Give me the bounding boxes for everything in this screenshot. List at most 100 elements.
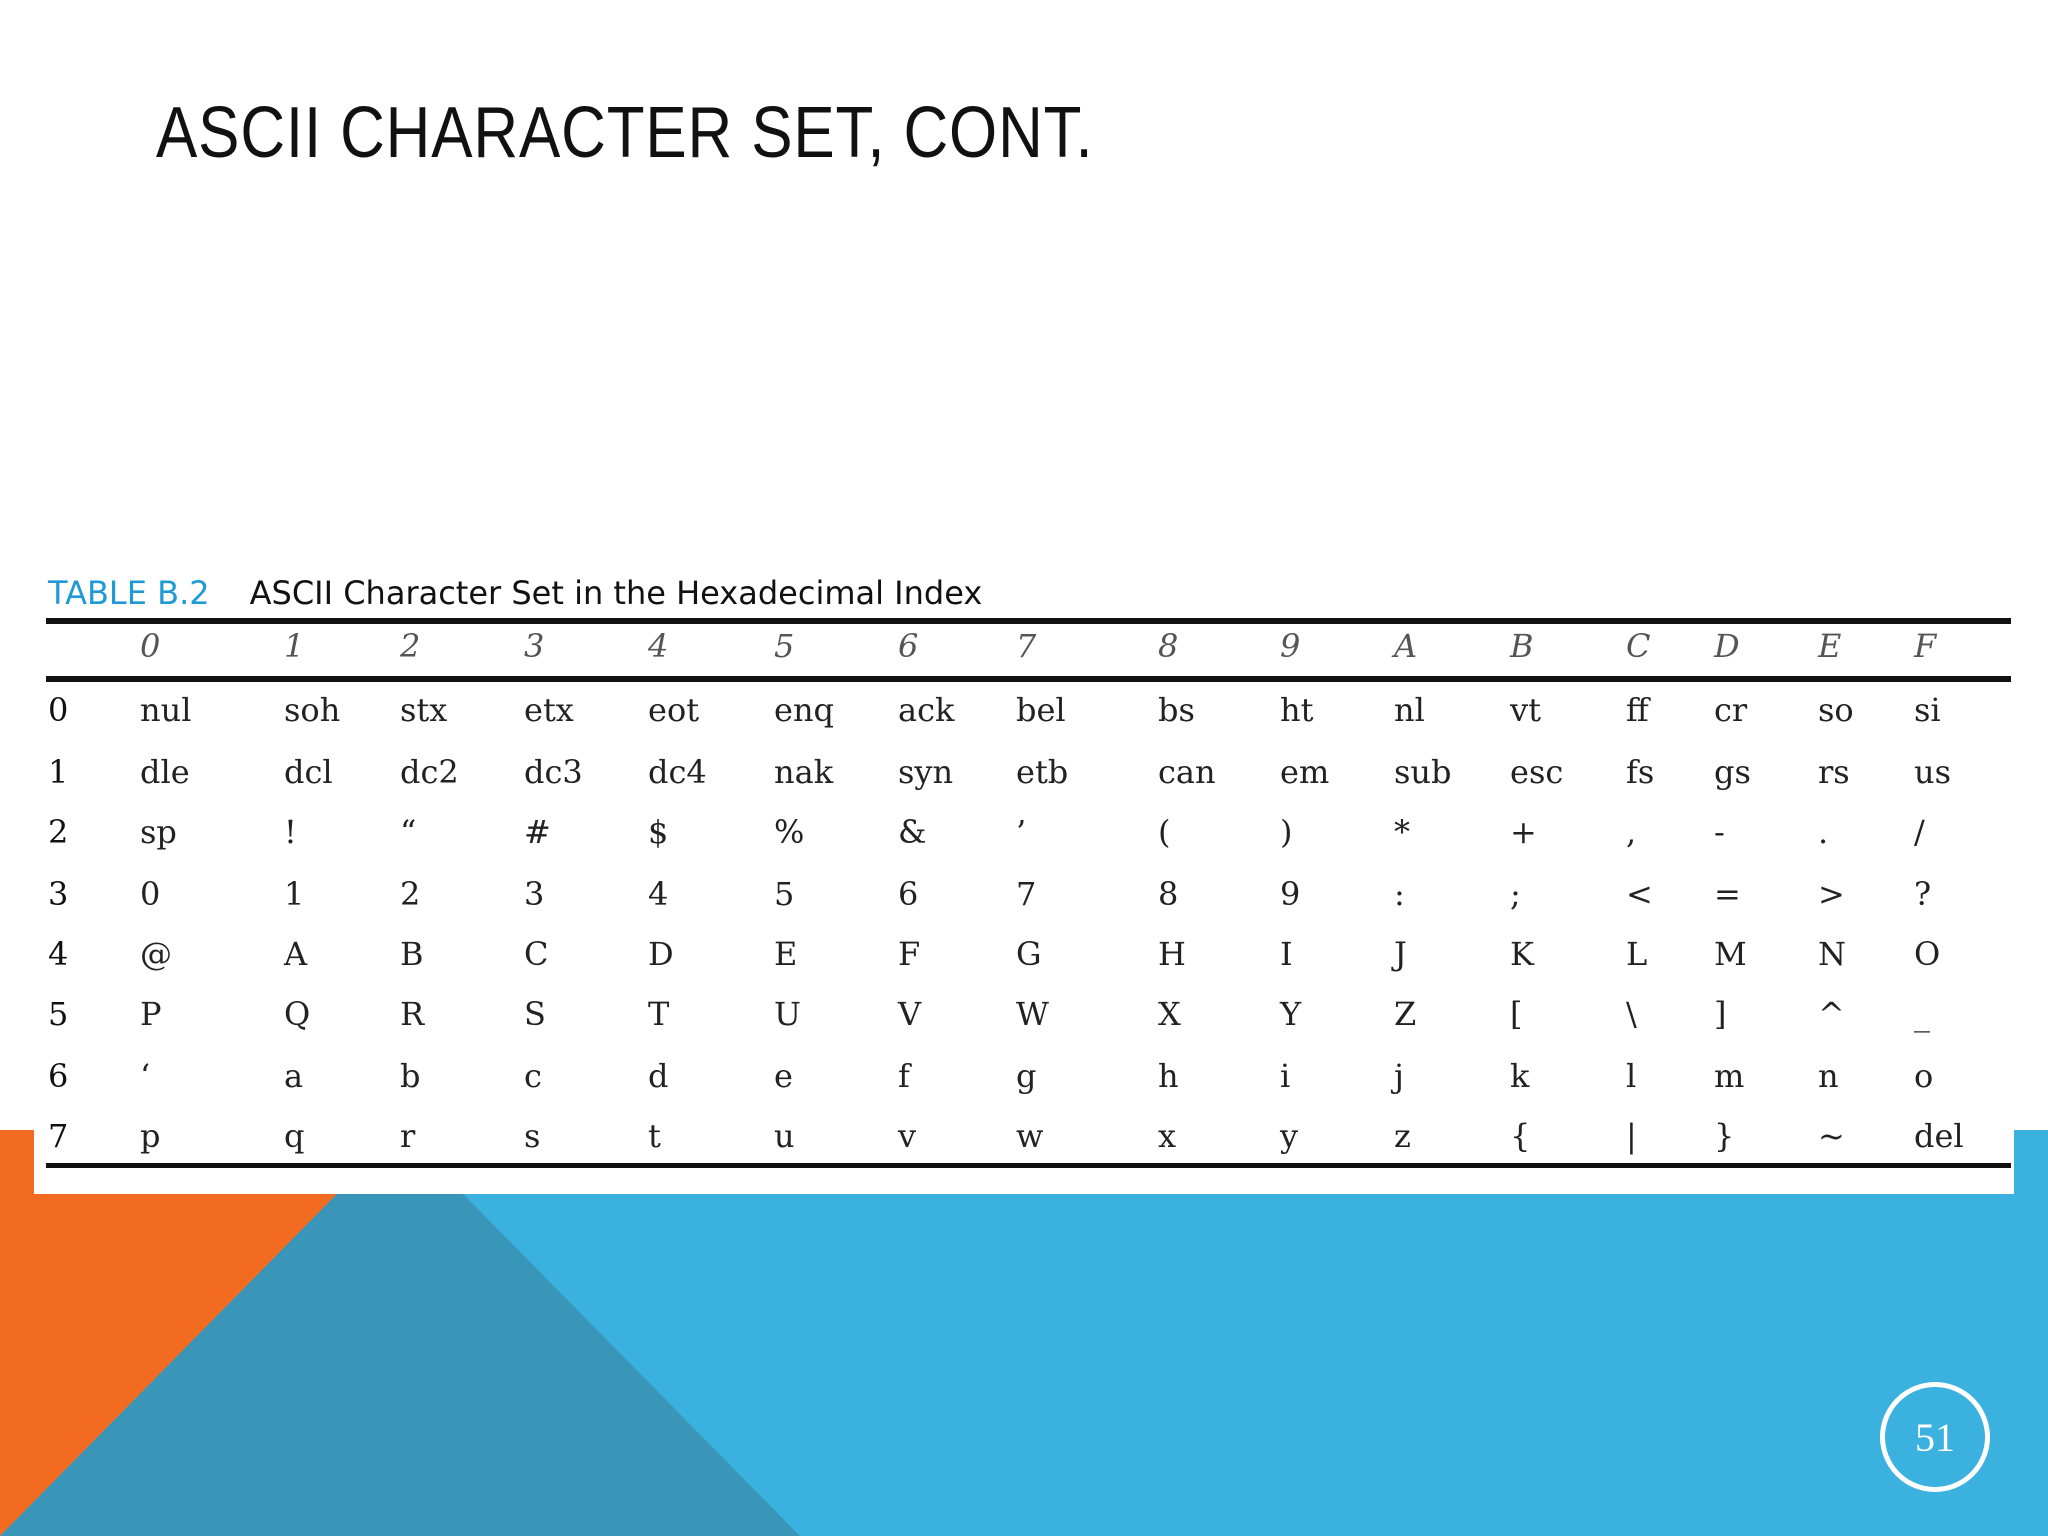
row-label: 3 [48, 875, 69, 913]
column-header: B [1510, 627, 1534, 665]
row-label: 1 [48, 753, 69, 791]
table-cell: F [898, 935, 921, 973]
table-cell: < [1626, 875, 1653, 913]
column-header: 4 [648, 627, 669, 665]
table-cell: ( [1158, 813, 1171, 851]
table-cell: l [1626, 1057, 1637, 1095]
table-cell: b [400, 1057, 421, 1095]
table-cell: H [1158, 935, 1186, 973]
table-cell: dle [140, 753, 190, 791]
table-cell: esc [1510, 753, 1564, 791]
table-cell: O [1914, 935, 1941, 973]
table-cell: I [1280, 935, 1293, 973]
table-cell: & [898, 813, 927, 851]
table-cell: etb [1016, 753, 1069, 791]
column-header: 2 [400, 627, 421, 665]
table-cell: 4 [648, 875, 669, 913]
table-cell: soh [284, 691, 341, 729]
table-cell: V [898, 995, 922, 1033]
table-cell: ] [1714, 995, 1727, 1033]
ascii-table-figure: TABLE B.2 ASCII Character Set in the Hexa… [34, 566, 2014, 1194]
table-cell: Z [1394, 995, 1417, 1033]
table-cell: so [1818, 691, 1854, 729]
table-cell: D [648, 935, 674, 973]
column-header: A [1394, 627, 1418, 665]
column-header: 5 [774, 627, 795, 665]
dark-blue-triangle [0, 1130, 800, 1536]
table-cell: x [1158, 1117, 1177, 1155]
table-cell: B [400, 935, 424, 973]
table-cell: X [1158, 995, 1181, 1033]
table-cell: syn [898, 753, 954, 791]
table-cell: “ [400, 813, 417, 851]
table-cell: ’ [1016, 813, 1027, 851]
table-cell: eot [648, 691, 700, 729]
table-cell: sp [140, 813, 177, 851]
table-cell: @ [140, 935, 172, 973]
table-cell: K [1510, 935, 1534, 973]
table-cell: G [1016, 935, 1042, 973]
column-header: 0 [140, 627, 161, 665]
table-cell: can [1158, 753, 1216, 791]
table-cell: | [1626, 1117, 1637, 1155]
column-header: D [1714, 627, 1740, 665]
table-cell: , [1626, 813, 1637, 851]
table-cell: e [774, 1057, 793, 1095]
table-cell: [ [1510, 995, 1523, 1033]
table-cell: # [524, 813, 551, 851]
table-cell: ? [1914, 875, 1932, 913]
table-cell: o [1914, 1057, 1934, 1095]
table-cell: dc2 [400, 753, 459, 791]
column-header: F [1914, 627, 1937, 665]
table-cell: z [1394, 1117, 1411, 1155]
table-cell: g [1016, 1057, 1037, 1095]
table-cell: 6 [898, 875, 919, 913]
slide-title: ASCII CHARACTER SET, CONT. [156, 93, 1094, 173]
table-bottom-rule [46, 1163, 2011, 1168]
table-cell: q [284, 1117, 305, 1155]
table-cell: / [1914, 813, 1925, 851]
table-cell: d [648, 1057, 669, 1095]
table-cell: \ [1626, 995, 1637, 1033]
table-cell: T [648, 995, 670, 1033]
row-label: 2 [48, 813, 69, 851]
table-top-rule [46, 618, 2011, 624]
table-cell: h [1158, 1057, 1179, 1095]
table-cell: j [1394, 1057, 1404, 1095]
table-cell: c [524, 1057, 542, 1095]
table-cell: nul [140, 691, 192, 729]
table-cell: W [1016, 995, 1049, 1033]
row-label: 7 [48, 1117, 69, 1155]
table-cell: L [1626, 935, 1648, 973]
row-label: 5 [48, 995, 69, 1033]
table-cell: n [1818, 1057, 1839, 1095]
table-cell: { [1510, 1117, 1531, 1155]
table-cell: nl [1394, 691, 1425, 729]
table-cell: . [1818, 813, 1829, 851]
table-cell: m [1714, 1057, 1745, 1095]
table-cell: J [1394, 935, 1407, 973]
column-header: 1 [284, 627, 305, 665]
column-header: 6 [898, 627, 919, 665]
table-cell: > [1818, 875, 1845, 913]
table-cell: 9 [1280, 875, 1301, 913]
column-header: C [1626, 627, 1651, 665]
table-cell: ! [284, 813, 297, 851]
table-caption: TABLE B.2 ASCII Character Set in the Hexa… [48, 574, 982, 612]
table-cell: stx [400, 691, 448, 729]
table-cell: 5 [774, 875, 795, 913]
table-cell: etx [524, 691, 574, 729]
table-cell: 1 [284, 875, 305, 913]
table-cell: S [524, 995, 546, 1033]
table-cell: 8 [1158, 875, 1179, 913]
table-cell: f [898, 1057, 910, 1095]
table-cell: } [1714, 1117, 1735, 1155]
table-cell: dc3 [524, 753, 583, 791]
table-cell: - [1714, 813, 1725, 851]
table-cell: % [774, 813, 805, 851]
column-header: 8 [1158, 627, 1179, 665]
row-label: 6 [48, 1057, 69, 1095]
table-cell: ; [1510, 875, 1521, 913]
table-cell: C [524, 935, 549, 973]
